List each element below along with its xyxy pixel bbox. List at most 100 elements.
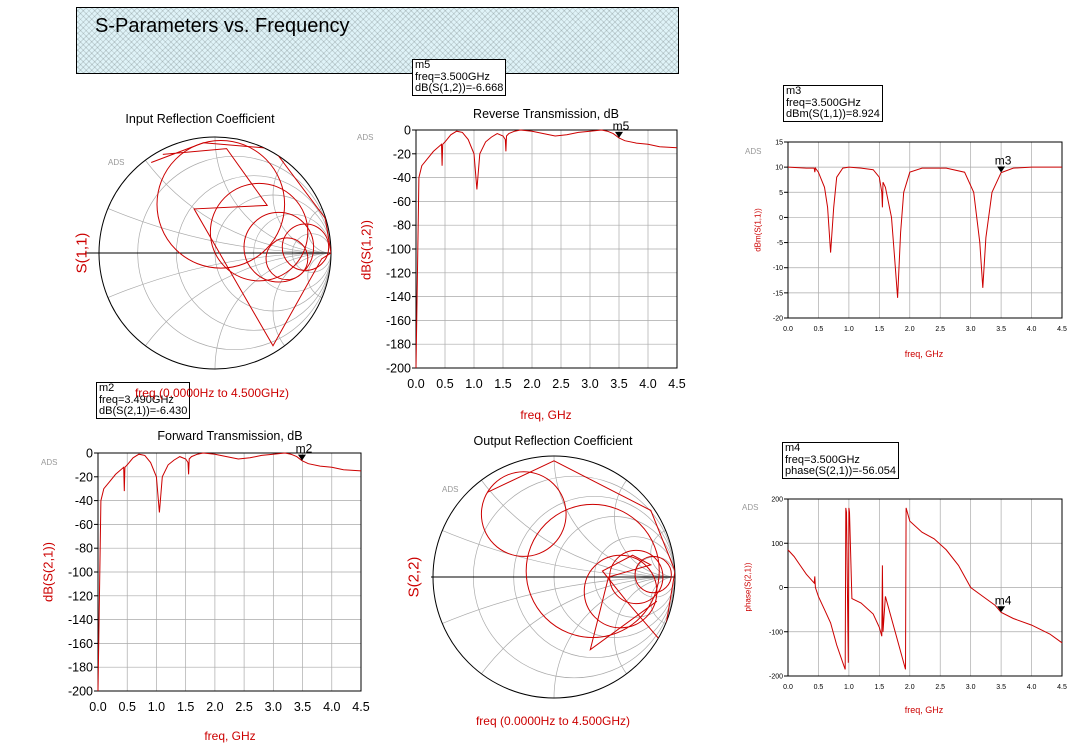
- x-tick-label: 3.0: [966, 684, 976, 691]
- y-tick-label: -100: [386, 243, 411, 257]
- reflection-trace-loop: [265, 237, 309, 281]
- smith-traces: [480, 460, 675, 651]
- y-tick-label: -140: [386, 290, 411, 304]
- x-tick-label: 3.0: [581, 377, 598, 391]
- marker-m5-label: m5: [613, 119, 630, 133]
- page-title: S-Parameters vs. Frequency: [95, 15, 350, 37]
- y-tick-label: -140: [68, 613, 93, 627]
- reflection-trace-loop: [480, 471, 567, 557]
- marker-m4-symbol: [997, 606, 1006, 613]
- x-tick-label: 1.5: [874, 326, 884, 333]
- plot-frame: [97, 452, 362, 692]
- marker-m5-value: dB(S(1,2))=-6.668: [415, 82, 504, 94]
- marker-m2-readout: m2 freq=3.490GHz dB(S(2,1))=-6.430: [96, 382, 191, 419]
- x-tick-label: 4.5: [1057, 684, 1067, 691]
- y-tick-label: -180: [68, 661, 93, 675]
- y-tick-label: -100: [769, 629, 783, 636]
- y-tick-label: -20: [773, 316, 783, 323]
- reflection-trace-loop: [243, 211, 315, 283]
- y-tick-label: -40: [75, 494, 93, 508]
- chart-title: Input Reflection Coefficient: [125, 112, 275, 126]
- reflection-trace-loop: [281, 223, 330, 271]
- marker-m3-readout: m3 freq=3.500GHz dBm(S(1,1))=8.924: [783, 85, 883, 122]
- x-tick-label: 1.5: [874, 684, 884, 691]
- y-tick-label: -10: [773, 265, 783, 272]
- reactance-arc: [272, 252, 331, 369]
- x-tick-label: 0.5: [436, 377, 453, 391]
- series-line: [787, 507, 1063, 670]
- marker-m2-symbol: [297, 454, 306, 461]
- smith-outer-circle: [432, 455, 676, 699]
- x-tick-label: 4.0: [323, 700, 340, 714]
- x-tick-label: 0.0: [89, 700, 106, 714]
- marker-m2-freq: freq=3.490GHz: [99, 393, 174, 406]
- y-tick-label: 0: [779, 215, 783, 222]
- marker-m3-name: m3: [786, 85, 802, 97]
- series-line: [787, 166, 1062, 298]
- y-tick-label: 15: [775, 140, 783, 147]
- y-tick-label: 10: [775, 165, 783, 172]
- x-tick-label: 2.5: [552, 377, 569, 391]
- y-tick-label: 5: [779, 190, 783, 197]
- x-tick-label: 0.5: [814, 326, 824, 333]
- x-tick-label: 4.5: [668, 377, 685, 391]
- x-tick-label: 0.0: [407, 377, 424, 391]
- reflection-trace-path: [151, 142, 331, 347]
- reflection-trace-loop: [209, 182, 309, 282]
- ads-watermark: ADS: [41, 458, 58, 467]
- marker-m4-freq: freq=3.500GHz: [785, 453, 860, 466]
- marker-m4-name: m4: [785, 442, 801, 454]
- x-tick-label: 4.0: [1027, 684, 1037, 691]
- x-tick-label: 1.5: [494, 377, 511, 391]
- x-axis-label: freq, GHz: [520, 408, 572, 422]
- x-tick-label: 2.5: [235, 700, 252, 714]
- y-tick-label: 0: [86, 447, 93, 461]
- x-tick-label: 2.5: [935, 684, 945, 691]
- chart-title: Reverse Transmission, dB: [473, 107, 619, 121]
- y-tick-label: -80: [393, 219, 411, 233]
- x-tick-label: 1.0: [465, 377, 482, 391]
- x-tick-label: 1.0: [148, 700, 165, 714]
- y-tick-label: -120: [68, 589, 93, 603]
- marker-m5-symbol: [615, 131, 623, 138]
- marker-m2-label: m2: [296, 442, 313, 456]
- x-tick-label: 0.0: [783, 684, 793, 691]
- y-tick-label: -80: [75, 542, 93, 556]
- marker-m5-name: m5: [415, 59, 431, 71]
- x-tick-label: 2.0: [206, 700, 223, 714]
- y-tick-label: -60: [75, 518, 93, 532]
- marker-m3-freq: freq=3.500GHz: [786, 96, 861, 109]
- y-tick-label: -40: [393, 171, 411, 185]
- ads-watermark: ADS: [442, 485, 459, 494]
- y-tick-label: -60: [393, 195, 411, 209]
- x-tick-label: 2.0: [523, 377, 540, 391]
- ads-watermark: ADS: [745, 147, 762, 156]
- x-tick-label: 2.5: [935, 326, 945, 333]
- x-tick-label: 4.5: [352, 700, 369, 714]
- x-tick-label: 1.0: [844, 684, 854, 691]
- x-tick-label: 0.5: [814, 684, 824, 691]
- y-tick-label: -180: [386, 338, 411, 352]
- y-tick-label: -200: [68, 685, 93, 699]
- x-tick-label: 2.0: [905, 684, 915, 691]
- page-title-box: S-Parameters vs. Frequency: [76, 7, 679, 74]
- marker-m3-value: dBm(S(1,1))=8.924: [786, 108, 880, 120]
- x-axis-label: freq (0.0000Hz to 4.500GHz): [475, 714, 631, 728]
- y-tick-label: -120: [386, 266, 411, 280]
- x-tick-label: 0.5: [119, 700, 136, 714]
- y-tick-label: -20: [75, 470, 93, 484]
- x-tick-label: 3.5: [996, 326, 1006, 333]
- x-tick-label: 2.0: [905, 326, 915, 333]
- x-tick-label: 3.5: [610, 377, 627, 391]
- reactance-arc: [272, 137, 331, 254]
- x-tick-label: 4.0: [639, 377, 656, 391]
